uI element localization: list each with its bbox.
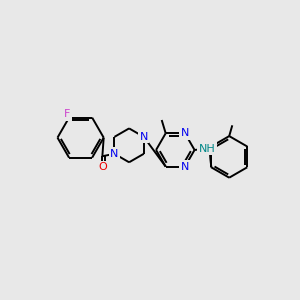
Text: N: N [140,132,148,142]
Text: NH: NH [198,144,215,154]
Text: N: N [181,162,189,172]
Text: N: N [181,128,189,138]
Text: O: O [98,162,107,172]
Text: N: N [110,149,118,159]
Text: F: F [64,109,70,119]
